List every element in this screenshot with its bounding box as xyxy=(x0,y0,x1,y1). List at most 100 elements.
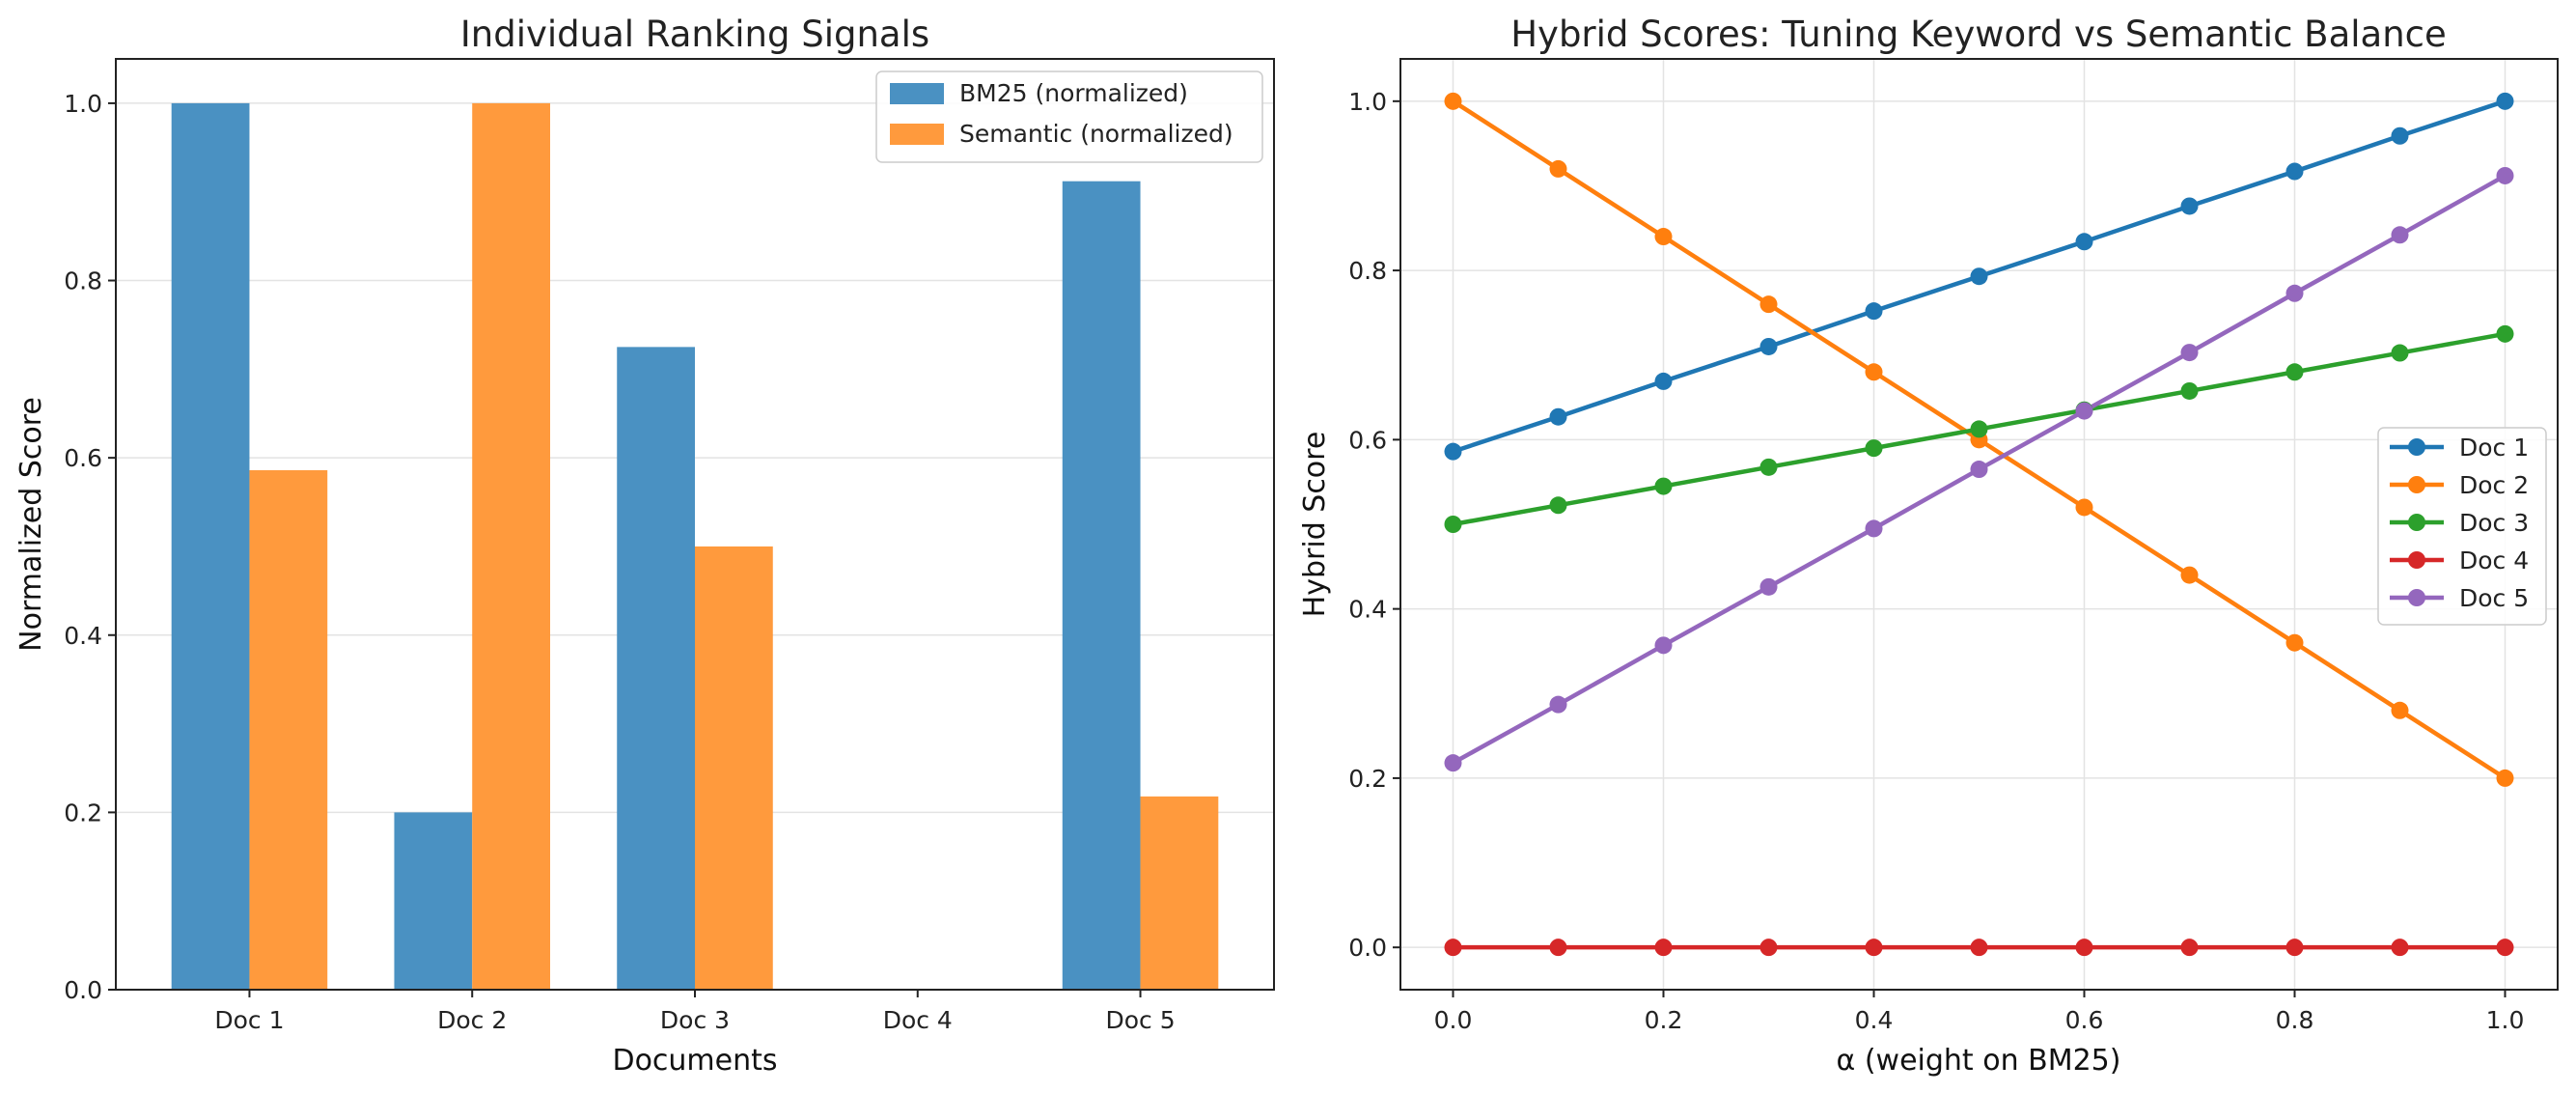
data-point xyxy=(1865,939,1883,957)
bar-chart-xtick-label: Doc 3 xyxy=(660,1006,730,1034)
legend-marker xyxy=(2408,476,2425,493)
bar-chart: Individual Ranking Signals 0.0 0.2 0.4 0.6 0… xyxy=(14,14,1275,1078)
data-point xyxy=(1549,939,1567,957)
bar-chart-ytick-label: 0.2 xyxy=(64,799,102,827)
bar-bm25 xyxy=(394,812,473,990)
line-chart-xtick-label: 0.6 xyxy=(2065,1006,2104,1034)
data-point xyxy=(2180,344,2199,362)
data-point xyxy=(1759,939,1778,957)
data-point xyxy=(2075,939,2093,957)
data-point xyxy=(1654,372,1673,390)
legend-label: Doc 1 xyxy=(2459,434,2529,462)
data-point xyxy=(1654,939,1673,957)
data-point xyxy=(1549,695,1567,714)
bar-chart-xtick-label: Doc 5 xyxy=(1105,1006,1175,1034)
data-point xyxy=(2285,284,2304,302)
data-point xyxy=(2496,769,2514,787)
bar-chart-ytick-label: 0.8 xyxy=(64,267,102,295)
data-point xyxy=(2180,197,2199,215)
data-point xyxy=(1759,458,1778,476)
legend-swatch xyxy=(890,83,944,104)
line-chart-frame xyxy=(1399,58,2559,991)
bar-chart-ytick-label: 0.4 xyxy=(64,622,102,650)
bar-chart-ticks: 0.0 0.2 0.4 0.6 0.8 1.0 Doc 1 Doc 2 Doc 3 Doc 4 Do… xyxy=(64,90,1175,1034)
data-point xyxy=(2496,939,2514,957)
legend-marker xyxy=(2408,589,2425,606)
data-point xyxy=(1654,477,1673,495)
bar-semantic xyxy=(695,546,773,990)
data-point xyxy=(1865,363,1883,381)
bar-chart-legend-box xyxy=(875,70,1263,163)
data-point xyxy=(2075,402,2093,420)
data-point xyxy=(2180,381,2199,400)
line-chart-ytick-label: 0.8 xyxy=(1348,257,1387,285)
line-chart-ytick-label: 0.6 xyxy=(1348,426,1387,454)
data-point xyxy=(2496,92,2514,110)
legend-marker xyxy=(2408,514,2425,531)
line-chart-ytick-label: 0.4 xyxy=(1348,596,1387,624)
data-point xyxy=(1549,159,1567,178)
line-chart-xtick-label: 0.0 xyxy=(1434,1006,1473,1034)
bar-bm25 xyxy=(617,347,695,990)
line-chart-grid xyxy=(1400,59,2558,990)
line-chart-ylabel: Hybrid Score xyxy=(1298,432,1332,618)
data-point xyxy=(1654,636,1673,655)
bar-chart-ytick-label: 0.0 xyxy=(64,976,102,1004)
legend-marker xyxy=(2408,438,2425,456)
line-chart-ticks: 0.0 0.2 0.4 0.6 0.8 1.0 0.0 0.2 0.4 0.6 0.8 1.0 xyxy=(1348,88,2524,1034)
line-chart-xtick-label: 0.4 xyxy=(1855,1006,1894,1034)
data-point xyxy=(1444,516,1462,533)
legend-swatch xyxy=(890,124,944,145)
line-chart-ytick-label: 1.0 xyxy=(1348,88,1387,116)
bar-chart-title: Individual Ranking Signals xyxy=(460,14,929,55)
data-point xyxy=(2391,226,2409,244)
data-point xyxy=(1759,337,1778,355)
line-chart-ytick-label: 0.0 xyxy=(1348,934,1387,962)
data-point xyxy=(2285,939,2304,957)
data-point xyxy=(2391,344,2409,362)
legend-label: Doc 2 xyxy=(2459,471,2529,499)
data-point xyxy=(2285,633,2304,652)
data-point xyxy=(1865,302,1883,321)
data-point xyxy=(1444,939,1462,957)
legend-label: Semantic (normalized) xyxy=(959,120,1233,148)
line-chart-xtick-label: 0.8 xyxy=(2276,1006,2314,1034)
bar-chart-bars xyxy=(171,102,1219,990)
bar-chart-ytick-label: 1.0 xyxy=(64,90,102,118)
data-point xyxy=(1444,754,1462,772)
bar-chart-xtick-label: Doc 1 xyxy=(214,1006,284,1034)
bar-chart-legend: BM25 (normalized) Semantic (normalized) xyxy=(875,70,1263,163)
line-chart-xtick-label: 1.0 xyxy=(2486,1006,2525,1034)
bar-bm25 xyxy=(1062,181,1141,990)
data-point xyxy=(2391,701,2409,719)
data-point xyxy=(1970,939,1988,957)
line-chart-legend: Doc 1 Doc 2 Doc 3 Doc 4 Doc 5 xyxy=(2377,427,2547,626)
legend-label: BM25 (normalized) xyxy=(959,79,1188,107)
data-point xyxy=(2391,126,2409,145)
data-point xyxy=(1549,407,1567,426)
legend-label: Doc 5 xyxy=(2459,584,2529,612)
data-point xyxy=(1970,420,1988,438)
data-point xyxy=(1970,461,1988,479)
data-point xyxy=(1654,228,1673,246)
line-chart-title: Hybrid Scores: Tuning Keyword vs Semanti… xyxy=(1510,14,2447,55)
data-point xyxy=(2391,939,2409,957)
line-chart: Hybrid Scores: Tuning Keyword vs Semanti… xyxy=(1298,14,2559,1078)
data-point xyxy=(2496,324,2514,343)
bar-chart-xtick-label: Doc 4 xyxy=(883,1006,953,1034)
bar-chart-ytick-label: 0.6 xyxy=(64,444,102,472)
line-chart-xlabel: α (weight on BM25) xyxy=(1837,1044,2121,1078)
data-point xyxy=(2180,566,2199,584)
line-chart-xtick-label: 0.2 xyxy=(1645,1006,1683,1034)
data-point xyxy=(1444,92,1462,110)
line-chart-ytick-label: 0.2 xyxy=(1348,765,1387,793)
data-point xyxy=(2075,233,2093,251)
data-point xyxy=(1759,577,1778,596)
bar-semantic xyxy=(472,102,550,990)
legend-marker xyxy=(2408,551,2425,569)
data-point xyxy=(1759,295,1778,314)
data-point xyxy=(2075,498,2093,517)
legend-label: Doc 3 xyxy=(2459,509,2529,537)
data-point xyxy=(1865,519,1883,538)
